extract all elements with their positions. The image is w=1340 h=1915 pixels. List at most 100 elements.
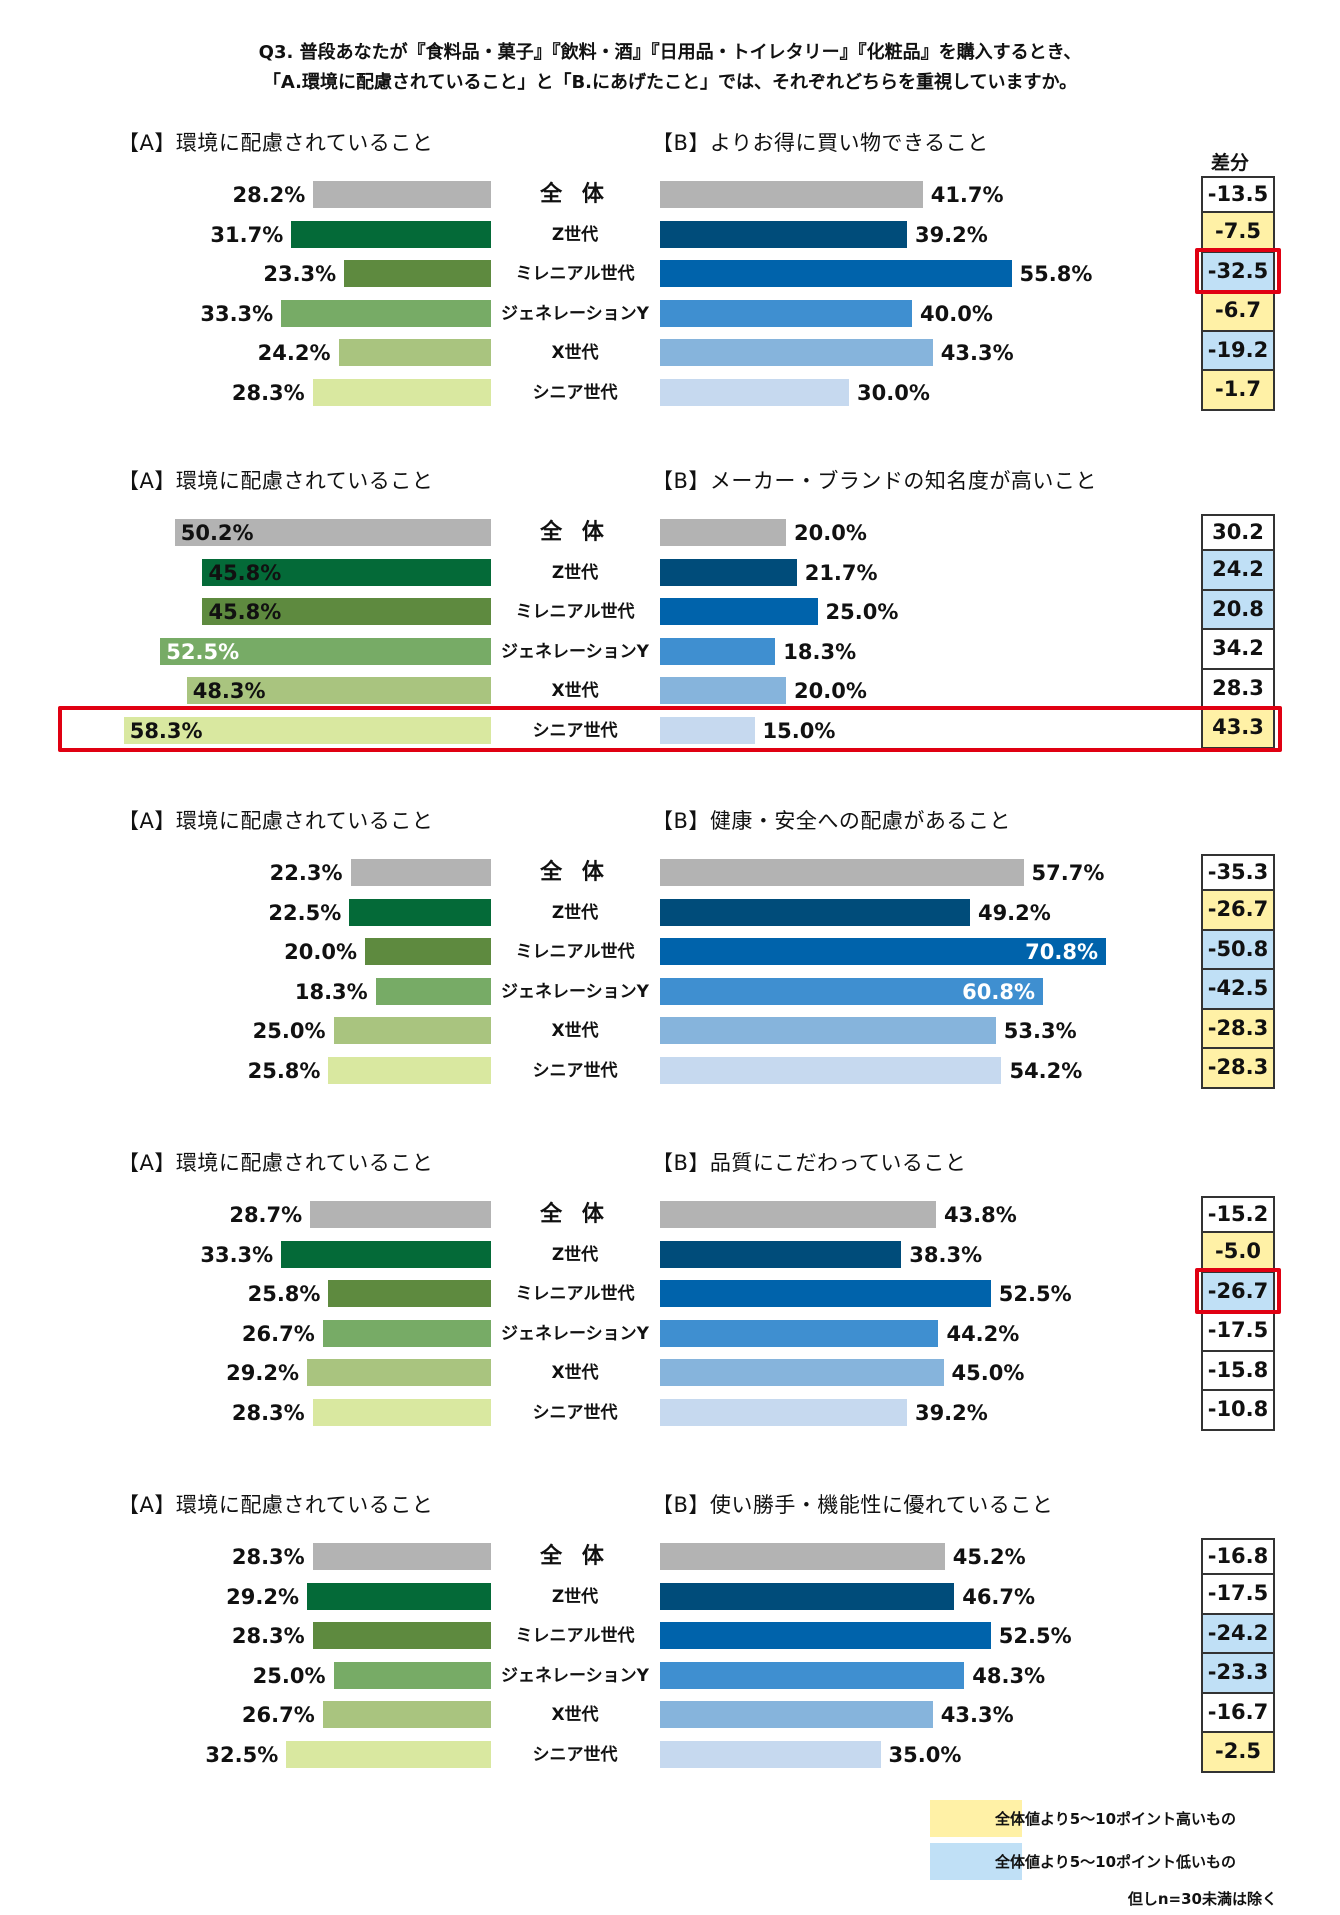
table-row: 32.5% シニア世代 35.0% -2.5 [0, 1733, 1340, 1773]
data-label-b: 60.8% [962, 979, 1036, 1004]
data-label-b: 45.0% [951, 1361, 1025, 1386]
data-label-a: 45.8% [208, 560, 282, 585]
bar-a [312, 1543, 491, 1570]
data-label-a: 33.3% [200, 301, 274, 326]
data-label-b: 21.7% [804, 560, 878, 585]
data-label-a: 22.3% [269, 861, 343, 885]
table-row: 25.0% ジェネレーションY 48.3% -23.3 [0, 1654, 1340, 1694]
table-row: 50.2% 全 体 20.0% 30.2 [0, 514, 1340, 551]
data-label-a: 25.8% [247, 1282, 321, 1307]
bar-a [291, 220, 491, 248]
category-label: X世代 [551, 1021, 599, 1042]
category-label: シニア世代 [532, 1061, 618, 1081]
data-label-a: 32.5% [205, 1743, 279, 1767]
table-row: 52.5% ジェネレーションY 18.3% 34.2 [0, 630, 1340, 670]
table-row: 23.3% ミレニアル世代 55.8% -32.5 [0, 252, 1340, 293]
category-label: シニア世代 [532, 1745, 618, 1765]
diff-value: -6.7 [1201, 292, 1275, 332]
table-row: 28.2% 全 体 41.7% -13.5 [0, 176, 1340, 213]
diff-header: 差分 [1210, 152, 1249, 174]
data-label-b: 15.0% [762, 719, 836, 743]
diff-value: 24.2 [1201, 551, 1275, 591]
table-row: 33.3% ジェネレーションY 40.0% -6.7 [0, 292, 1340, 332]
bar-b [660, 1057, 1002, 1084]
chart-panel-4: 【A】環境に配慮されていること 【B】品質にこだわっていること 28.7% 全 体 43… [0, 1147, 1340, 1447]
data-label-a: 22.5% [268, 900, 342, 925]
bar-b [660, 717, 755, 744]
data-label-b: 52.5% [998, 1624, 1072, 1649]
data-label-b: 55.8% [1019, 262, 1093, 287]
legend-swatch-blue [930, 1843, 1022, 1880]
data-label-b: 46.7% [962, 1584, 1036, 1609]
diff-value: -32.5 [1201, 252, 1275, 293]
bar-b [660, 379, 849, 406]
bar-a [174, 519, 491, 546]
diff-value: 34.2 [1201, 630, 1275, 670]
bar-b [660, 598, 818, 626]
diff-value: -16.7 [1201, 1693, 1275, 1734]
bar-a [310, 1201, 491, 1228]
table-row: 28.3% シニア世代 39.2% -10.8 [0, 1391, 1340, 1431]
data-label-b: 18.3% [783, 639, 857, 664]
category-label: ジェネレーションY [501, 1665, 649, 1686]
diff-value: -15.2 [1201, 1196, 1275, 1233]
data-label-a: 28.7% [229, 1203, 303, 1227]
data-label-a: 45.8% [208, 600, 282, 625]
diff-value: -26.7 [1201, 891, 1275, 931]
data-label-b: 52.5% [998, 1282, 1072, 1307]
bar-a [312, 379, 491, 406]
data-label-b: 43.3% [940, 1703, 1014, 1728]
diff-value: -17.5 [1201, 1312, 1275, 1352]
bar-a [281, 299, 491, 327]
bar-a [328, 1280, 491, 1308]
category-label: 全 体 [540, 182, 610, 207]
data-label-a: 58.3% [129, 719, 203, 743]
category-label: ミレニアル世代 [515, 602, 635, 623]
data-label-b: 49.2% [977, 900, 1051, 925]
table-row: 22.3% 全 体 57.7% -35.3 [0, 854, 1340, 891]
diff-value: 43.3 [1201, 709, 1275, 749]
diff-value: 28.3 [1201, 669, 1275, 710]
category-label: X世代 [551, 343, 599, 364]
data-label-b: 20.0% [794, 679, 867, 704]
diff-value: -10.8 [1201, 1391, 1275, 1431]
table-row: 26.7% X世代 43.3% -16.7 [0, 1693, 1340, 1734]
bar-a [328, 1057, 491, 1084]
table-row: 26.7% ジェネレーションY 44.2% -17.5 [0, 1312, 1340, 1352]
bar-a [307, 1359, 491, 1387]
panel-label-a: 【A】環境に配慮されていること [118, 131, 434, 155]
data-label-b: 25.0% [825, 600, 899, 625]
bar-a [375, 977, 491, 1005]
table-row: 24.2% X世代 43.3% -19.2 [0, 331, 1340, 372]
category-label: ミレニアル世代 [515, 1626, 635, 1647]
bar-b [660, 677, 786, 705]
diff-value: -28.3 [1201, 1009, 1275, 1050]
data-label-a: 24.2% [257, 341, 331, 366]
table-row: 58.3% シニア世代 15.0% 43.3 [0, 709, 1340, 749]
diff-value: -24.2 [1201, 1614, 1275, 1655]
category-label: 全 体 [540, 860, 610, 885]
diff-value: -19.2 [1201, 331, 1275, 372]
table-row: 45.8% Z世代 21.7% 24.2 [0, 551, 1340, 591]
panel-label-b: 【B】メーカー・ブランドの知名度が高いこと [652, 469, 1097, 493]
panel-label-b: 【B】使い勝手・機能性に優れていること [652, 1493, 1054, 1517]
footnote: 但しn=30未満は除く [1127, 1890, 1277, 1908]
diff-value: -17.5 [1201, 1575, 1275, 1615]
category-label: シニア世代 [532, 383, 618, 403]
bar-b [660, 1201, 936, 1228]
bar-b [660, 339, 933, 367]
table-row: 29.2% Z世代 46.7% -17.5 [0, 1575, 1340, 1615]
category-label: Z世代 [551, 902, 599, 923]
bar-a [281, 1240, 491, 1268]
data-label-a: 23.3% [263, 262, 337, 287]
panel-label-b: 【B】品質にこだわっていること [652, 1151, 967, 1175]
diff-value: -50.8 [1201, 930, 1275, 971]
bar-b [660, 1399, 907, 1426]
panel-label-a: 【A】環境に配慮されていること [118, 469, 434, 493]
bar-a [344, 260, 491, 288]
data-label-a: 28.3% [231, 1545, 305, 1569]
diff-value: -42.5 [1201, 970, 1275, 1010]
category-label: シニア世代 [532, 721, 618, 741]
table-row: 31.7% Z世代 39.2% -7.5 [0, 213, 1340, 253]
bar-a [160, 637, 491, 665]
